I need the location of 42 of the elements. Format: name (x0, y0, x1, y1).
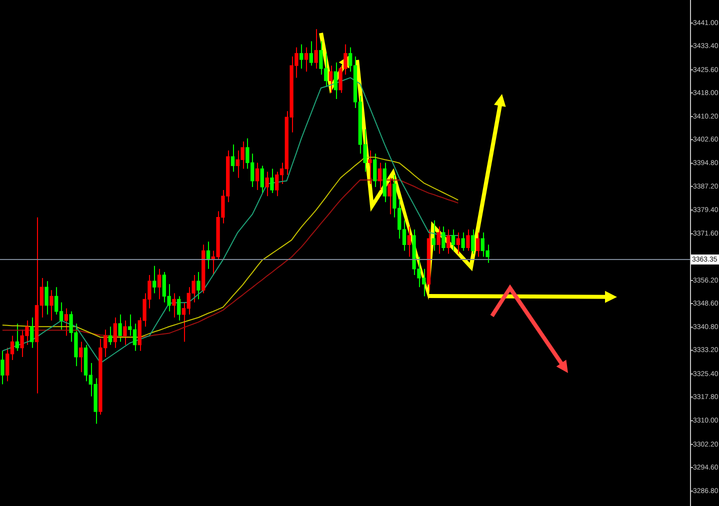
candlestick (309, 40, 313, 66)
candlestick (314, 28, 318, 70)
candlestick (304, 46, 308, 72)
candlestick (407, 226, 411, 258)
candlestick (50, 290, 54, 322)
candlestick (388, 177, 392, 215)
candlestick (328, 65, 333, 94)
candlestick (334, 62, 338, 100)
candlestick (123, 320, 127, 346)
candlestick (260, 165, 264, 194)
candlestick (157, 268, 162, 300)
candlestick (0, 350, 4, 385)
candlestick (432, 220, 436, 252)
candlestick (255, 162, 260, 191)
candlestick (64, 308, 68, 336)
candlestick (108, 326, 112, 346)
candlestick (30, 317, 34, 348)
candlestick (79, 341, 83, 373)
candlestick (368, 150, 372, 184)
candlestick (446, 228, 450, 254)
candlestick (471, 228, 475, 254)
candlestick (436, 226, 440, 254)
candlestick (378, 162, 382, 191)
candlestick (456, 232, 460, 254)
candlestick (152, 265, 156, 294)
candlestick (300, 44, 304, 70)
candlestick (172, 292, 176, 318)
candlestick (44, 280, 48, 315)
candlestick (230, 144, 235, 172)
candlestick (373, 153, 377, 188)
candlestick (118, 314, 122, 342)
candlestick (270, 168, 274, 194)
candlestick (265, 171, 269, 197)
candlestick (15, 323, 19, 352)
candlestick (442, 226, 446, 252)
candlestick (113, 317, 117, 348)
candlestick (476, 232, 480, 258)
candlestick (466, 228, 470, 252)
candlestick (196, 271, 200, 300)
candlestick (461, 232, 465, 252)
candlestick (177, 296, 181, 322)
candlestick (451, 228, 456, 252)
